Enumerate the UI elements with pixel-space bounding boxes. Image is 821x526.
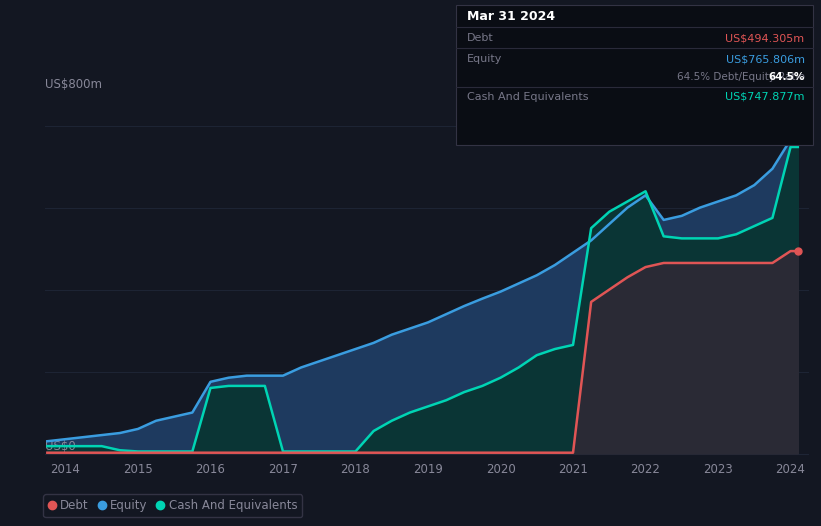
Text: 64.5% Debt/Equity Ratio: 64.5% Debt/Equity Ratio: [677, 72, 805, 82]
Text: US$800m: US$800m: [45, 78, 102, 91]
Text: Mar 31 2024: Mar 31 2024: [467, 10, 555, 23]
Text: US$747.877m: US$747.877m: [725, 92, 805, 102]
Text: 64.5%: 64.5%: [768, 72, 805, 82]
Text: Cash And Equivalents: Cash And Equivalents: [467, 92, 589, 102]
Legend: Debt, Equity, Cash And Equivalents: Debt, Equity, Cash And Equivalents: [44, 494, 302, 517]
Text: US$0: US$0: [45, 440, 76, 453]
Text: Debt: Debt: [467, 33, 494, 43]
Text: US$494.305m: US$494.305m: [726, 33, 805, 43]
Text: US$765.806m: US$765.806m: [726, 54, 805, 64]
Text: Equity: Equity: [467, 54, 502, 64]
